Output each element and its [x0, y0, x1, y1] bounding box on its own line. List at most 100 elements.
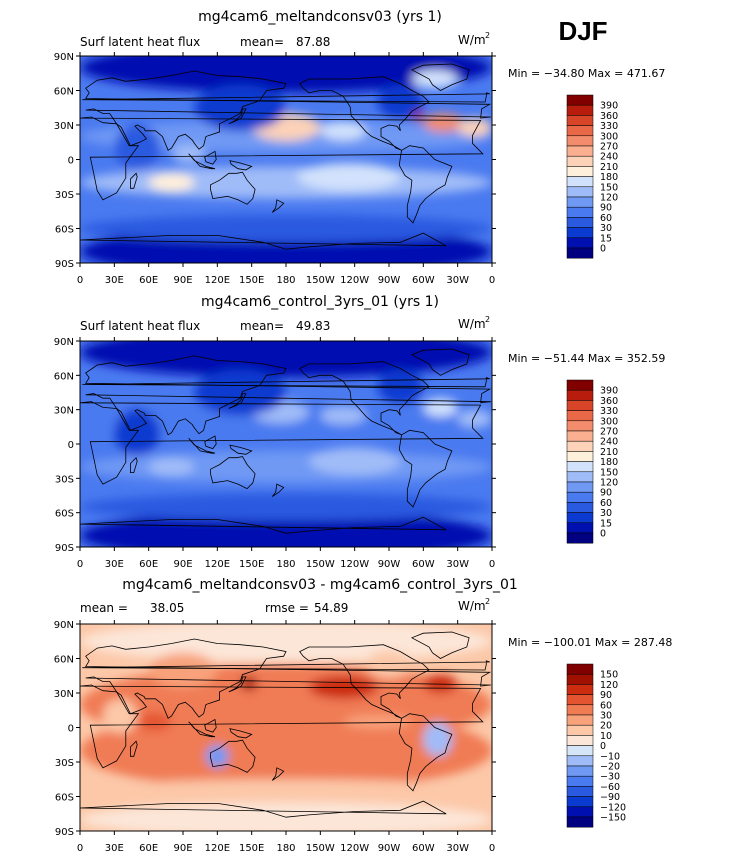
- panel-title: mg4cam6_control_3yrs_01 (yrs 1): [201, 294, 439, 310]
- field-contour: [171, 144, 206, 163]
- panel-3: mg4cam6_meltandconsv03 - mg4cam6_control…: [54, 577, 673, 854]
- panel-left-label: Surf latent heat flux: [80, 35, 200, 49]
- season-label: DJF: [558, 16, 607, 46]
- y-tick-label: 90S: [55, 543, 74, 554]
- panel-left-label: Surf latent heat flux: [80, 319, 200, 333]
- colorbar-box: [566, 491, 594, 503]
- x-tick-label: 0: [77, 843, 83, 854]
- colorbar-box: [566, 400, 594, 411]
- field-contour: [423, 113, 464, 132]
- colorbar-label: 360: [600, 111, 618, 122]
- field-contour: [80, 450, 492, 483]
- colorbar-box: [566, 227, 594, 239]
- colorbar-label: 210: [600, 447, 618, 458]
- colorbar-label: 330: [600, 121, 618, 132]
- colorbar-box: [566, 145, 594, 157]
- y-tick-label: 60N: [54, 655, 74, 666]
- y-tick-label: 60N: [54, 371, 74, 382]
- colorbar-box: [566, 104, 594, 116]
- colorbar-box: [566, 379, 594, 391]
- y-tick-label: 90N: [54, 337, 74, 348]
- x-tick-label: 120E: [205, 559, 230, 570]
- colorbar-box: [566, 94, 594, 106]
- field-layer: [80, 624, 492, 831]
- field-contour: [423, 398, 458, 417]
- x-tick-label: 120W: [340, 559, 369, 570]
- x-tick-label: 30E: [105, 275, 124, 286]
- y-tick-label: 0: [68, 156, 74, 167]
- coastline: [210, 171, 256, 205]
- units-exponent: 2: [485, 597, 490, 606]
- colorbar-box: [566, 663, 594, 675]
- y-tick-label: 90S: [55, 827, 74, 838]
- colorbar-label: 300: [600, 416, 618, 427]
- coastline: [80, 684, 484, 769]
- colorbar-box: [566, 176, 594, 188]
- rmse-label: rmse =: [265, 601, 309, 615]
- field-contour: [343, 714, 412, 729]
- coastline: [84, 70, 492, 151]
- x-tick-label: 120W: [340, 843, 369, 854]
- x-tick-label: 120E: [205, 275, 230, 286]
- colorbar-label: 150: [600, 467, 618, 478]
- colorbar-label: 90: [600, 690, 612, 701]
- colorbar-label: −90: [600, 792, 620, 803]
- x-tick-label: 90W: [378, 275, 401, 286]
- colorbar-box: [566, 735, 594, 746]
- coastline: [188, 438, 216, 454]
- map-area: [80, 56, 492, 263]
- field-contour: [80, 166, 492, 199]
- x-tick-label: 30E: [105, 843, 124, 854]
- coastline: [271, 767, 285, 781]
- coastline: [228, 108, 247, 125]
- colorbar-label: 0: [600, 244, 606, 255]
- coastline: [84, 355, 492, 436]
- units-label: W/m: [458, 317, 486, 331]
- colorbar-label: 270: [600, 142, 618, 153]
- colorbar-box: [566, 806, 594, 818]
- coastline: [410, 63, 470, 91]
- colorbar-label: 15: [600, 233, 612, 244]
- panel-1: mg4cam6_meltandconsv03 (yrs 1) Surf laten…: [54, 9, 666, 286]
- colorbar-box: [566, 775, 594, 787]
- field-contour: [80, 341, 492, 378]
- x-tick-label: 180: [276, 275, 295, 286]
- x-tick-label: 0: [489, 559, 495, 570]
- colorbar-label: 300: [600, 131, 618, 142]
- field-contour: [457, 118, 492, 137]
- colorbar-box: [566, 684, 594, 695]
- field-contour: [148, 457, 195, 477]
- coastline: [129, 456, 138, 474]
- units-exponent: 2: [485, 31, 490, 40]
- units-label: W/m: [458, 33, 486, 47]
- colorbar-box: [566, 125, 594, 137]
- x-tick-label: 150W: [306, 275, 335, 286]
- colorbar-box: [566, 816, 594, 828]
- y-tick-label: 60S: [55, 225, 74, 236]
- colorbar-label: 15: [600, 518, 612, 529]
- colorbar-label: −60: [600, 782, 620, 793]
- colorbar-label: 60: [600, 700, 612, 711]
- colorbar-label: 0: [600, 741, 606, 752]
- x-tick-label: 60W: [412, 843, 435, 854]
- colorbar-box: [566, 796, 594, 808]
- field-contour: [194, 369, 286, 416]
- units-label: W/m: [458, 599, 486, 613]
- colorbar-label: 30: [600, 711, 612, 722]
- field-contour: [80, 779, 492, 803]
- colorbar-label: 120: [600, 680, 618, 691]
- colorbar-label: −10: [600, 751, 620, 762]
- coastline: [229, 160, 253, 171]
- colorbar-box: [566, 186, 594, 198]
- y-tick-label: 30N: [54, 121, 74, 132]
- colorbar-box: [566, 502, 594, 513]
- panel-title: mg4cam6_meltandconsv03 (yrs 1): [198, 9, 442, 25]
- coastline: [398, 145, 453, 224]
- coastline: [229, 444, 253, 455]
- colorbar-label: 390: [600, 386, 618, 397]
- colorbar-label: −30: [600, 772, 620, 783]
- colorbar-box: [566, 217, 594, 228]
- coastline: [210, 456, 256, 490]
- rmse-value: 54.89: [314, 601, 348, 615]
- coastline: [204, 150, 217, 165]
